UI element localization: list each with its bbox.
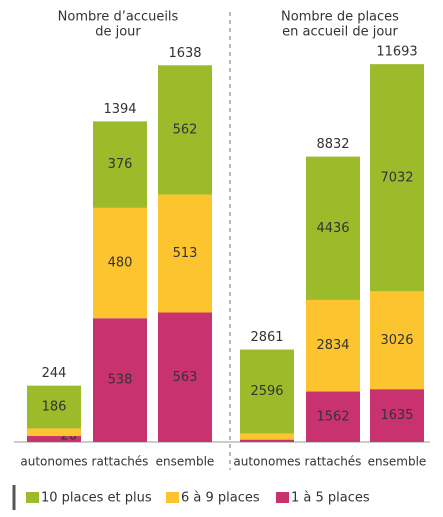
value-label: 563 [173, 370, 198, 385]
chart-title: Nombre d’accueils [58, 10, 179, 25]
legend-label: 10 places et plus [41, 491, 152, 506]
total-label: 11693 [376, 45, 417, 60]
legend-label: 6 à 9 places [181, 491, 260, 506]
value-label: 1635 [380, 408, 413, 423]
bar-segment [158, 312, 212, 442]
bar-segment [240, 439, 294, 442]
value-label: 562 [173, 122, 198, 137]
category-label: autonomes [233, 455, 300, 469]
value-label: 2596 [250, 384, 283, 399]
total-label: 244 [42, 366, 67, 381]
value-label: 7032 [380, 170, 413, 185]
total-label: 8832 [316, 137, 349, 152]
bar-segment [93, 121, 147, 208]
bar-segment [306, 299, 360, 392]
value-label: 538 [108, 373, 133, 388]
bar-segment [370, 291, 424, 390]
bar-segment [158, 65, 212, 195]
value-label: 3026 [380, 333, 413, 348]
category-label: ensemble [368, 455, 427, 469]
total-label: 2861 [250, 330, 283, 345]
bar-segment [27, 385, 81, 429]
bar-segment [93, 318, 147, 442]
value-label: 2834 [316, 338, 349, 353]
category-label: rattachés [305, 455, 362, 469]
value-label: 186 [42, 400, 67, 415]
value-label: 1562 [316, 409, 349, 424]
value-label: 480 [108, 256, 133, 271]
value-label: 376 [108, 157, 133, 172]
legend-swatch [166, 492, 179, 503]
total-label: 1638 [168, 46, 201, 61]
chart-title: de jour [95, 25, 141, 40]
bar-segment [240, 433, 294, 440]
legend-label: 1 à 5 places [291, 491, 370, 506]
bar-segment [27, 428, 81, 437]
chart-title: Nombre de places [281, 10, 399, 25]
category-label: ensemble [156, 455, 215, 469]
legend-swatch [276, 492, 289, 503]
bar-segment [158, 194, 212, 313]
bar-segment [240, 349, 294, 434]
value-label: 513 [173, 246, 198, 261]
total-label: 1394 [103, 102, 136, 117]
bar-segment [306, 156, 360, 300]
chart-title: en accueil de jour [282, 25, 398, 40]
bar-segment [93, 207, 147, 319]
category-label: rattachés [92, 455, 149, 469]
category-label: autonomes [20, 455, 87, 469]
bar-segment [370, 64, 424, 292]
bar-segment [27, 436, 81, 442]
legend-swatch [26, 492, 39, 503]
bar-segment [370, 389, 424, 442]
value-label: 4436 [316, 221, 349, 236]
bar-segment [306, 391, 360, 442]
